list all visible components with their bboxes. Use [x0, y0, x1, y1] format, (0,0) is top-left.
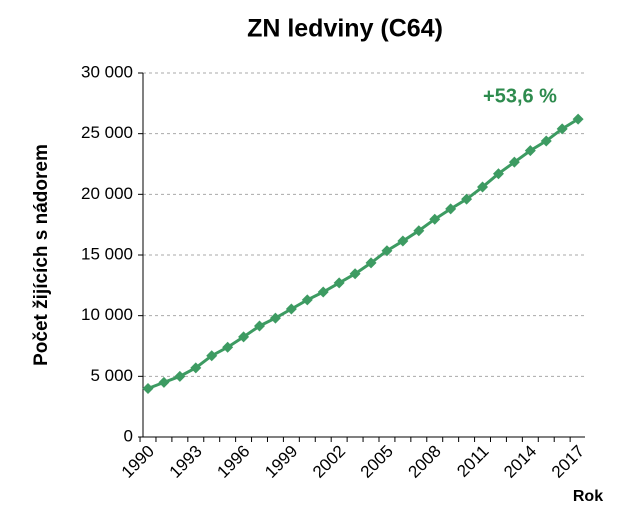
marker: [301, 294, 313, 306]
x-tick-label: 2002: [309, 442, 349, 482]
marker: [445, 203, 457, 215]
marker: [524, 145, 536, 157]
x-tick-label: 1996: [213, 442, 253, 482]
marker: [397, 235, 409, 247]
y-axis-label: Počet žijících s nádorem: [31, 144, 52, 366]
y-tick-label: 5 000: [90, 366, 133, 385]
x-axis-label: Rok: [573, 488, 603, 505]
marker: [429, 213, 441, 225]
x-tick-label: 2014: [500, 442, 540, 482]
marker: [142, 382, 154, 394]
marker: [317, 286, 329, 298]
y-tick-label: 0: [124, 426, 133, 445]
marker: [477, 181, 489, 193]
marker: [381, 245, 393, 257]
y-tick-label: 15 000: [81, 244, 133, 263]
line: [147, 117, 579, 390]
chart-title: ZN ledviny (C64): [247, 15, 443, 43]
marker: [492, 168, 504, 180]
marker: [540, 135, 552, 147]
marker: [556, 123, 568, 135]
marker: [269, 312, 281, 324]
marker: [461, 193, 473, 205]
marker: [222, 341, 234, 353]
y-tick-label: 25 000: [81, 123, 133, 142]
x-tick-label: 2008: [405, 442, 445, 482]
marker: [572, 113, 584, 125]
marker: [238, 331, 250, 343]
marker: [174, 370, 186, 382]
annotation: +53,6 %: [483, 85, 557, 107]
marker: [333, 277, 345, 289]
marker: [190, 362, 202, 374]
marker: [206, 350, 218, 362]
marker: [413, 225, 425, 237]
y-tick-label: 30 000: [81, 62, 133, 81]
x-tick-label: 1990: [118, 442, 158, 482]
y-tick-label: 20 000: [81, 184, 133, 203]
x-tick-label: 2011: [453, 442, 492, 481]
marker: [254, 320, 266, 332]
x-tick-label: 1993: [166, 442, 206, 482]
marker: [365, 257, 377, 269]
marker: [349, 268, 361, 280]
y-tick-label: 10 000: [81, 305, 133, 324]
x-tick-label: 2017: [548, 442, 588, 482]
x-tick-label: 1999: [261, 442, 301, 482]
x-tick-label: 2005: [357, 442, 397, 482]
marker: [158, 376, 170, 388]
marker: [508, 156, 520, 168]
marker: [285, 303, 297, 315]
